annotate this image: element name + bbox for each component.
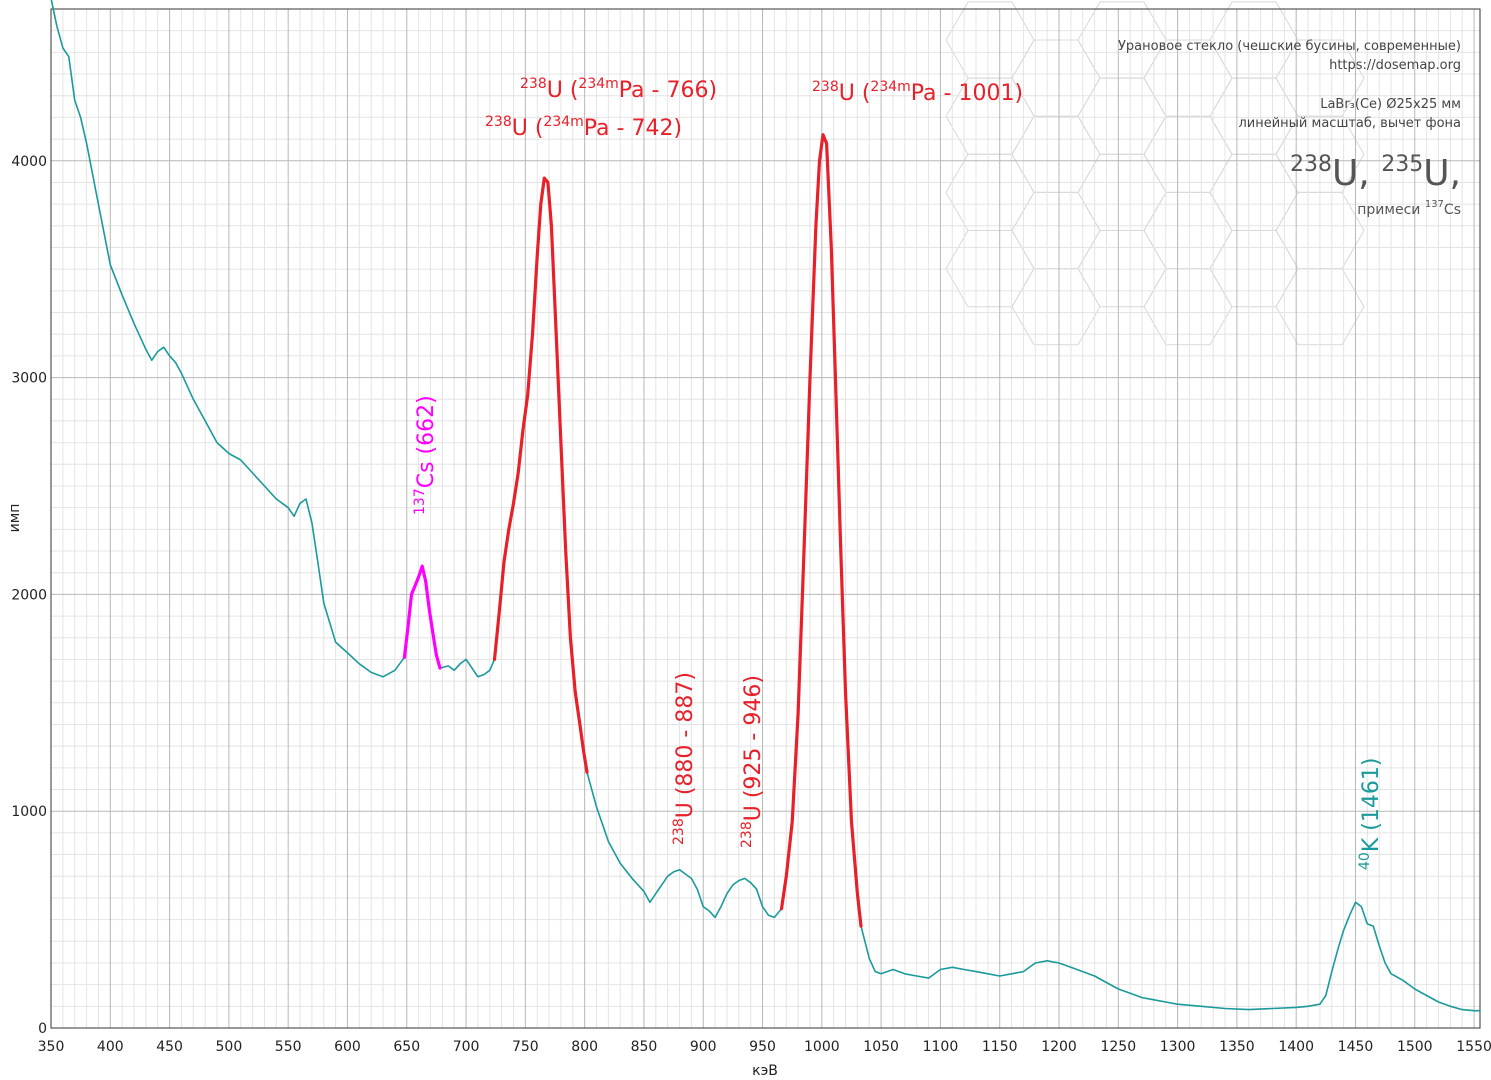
peak-annotations: 238U (234mPa - 766)238U (234mPa - 742)23…: [412, 76, 1384, 870]
x-tick-label: 850: [631, 1039, 658, 1055]
annotation-text: U (: [547, 78, 579, 103]
x-axis-label: кэВ: [752, 1063, 778, 1079]
y-axis-label: имп: [7, 504, 23, 533]
impurity-subtitle: примеси 137Cs: [1357, 199, 1461, 218]
y-tick-label: 0: [38, 1021, 47, 1037]
isotope-title-u238: U,: [1332, 153, 1381, 194]
y-tick-label: 4000: [11, 154, 47, 170]
isotope-title-u235: U,: [1423, 153, 1461, 194]
hexagon-cell: [1275, 268, 1365, 346]
plot-frame: [50, 8, 1481, 1029]
series-line: [779, 133, 863, 928]
x-tick-label: 1100: [923, 1039, 959, 1055]
annotation-superscript: 40: [1357, 852, 1373, 870]
peak-annotation: 238U (234mPa - 766): [520, 76, 717, 103]
x-tick-label: 650: [393, 1039, 420, 1055]
isotope-title: 238U, 235U,: [1290, 152, 1461, 194]
x-tick-label: 950: [749, 1039, 776, 1055]
x-tick-label: 800: [571, 1039, 598, 1055]
x-tick-label: 500: [216, 1039, 243, 1055]
x-tick-label: 1250: [1100, 1039, 1136, 1055]
x-tick-label: 450: [156, 1039, 183, 1055]
isotope-title-mass-238: 238: [1290, 152, 1332, 177]
info-line-detector: LaBr₃(Ce) Ø25x25 мм: [1320, 97, 1461, 112]
y-tick-labels: 0 1000 2000 3000 4000: [11, 154, 47, 1037]
info-block: Урановое стекло (чешские бусины, совреме…: [1118, 39, 1461, 218]
peak-annotation: 40K (1461): [1357, 758, 1384, 870]
x-tick-label: 900: [690, 1039, 717, 1055]
peak-annotation: 238U (234mPa - 1001): [812, 79, 1023, 106]
series-line: [586, 771, 783, 919]
annotation-text: Pa - 1001): [911, 81, 1023, 106]
x-tick-label: 1550: [1456, 1039, 1491, 1055]
x-tick-label: 1050: [863, 1039, 899, 1055]
info-line-url: https://dosemap.org: [1329, 58, 1461, 73]
annotation-superscript: 137: [412, 488, 428, 515]
series-line: [492, 176, 589, 774]
annotation-text: K (1461): [1359, 758, 1384, 853]
series-line: [439, 658, 496, 678]
annotation-text: Cs (662): [414, 395, 439, 488]
x-tick-label: 1300: [1160, 1039, 1196, 1055]
annotation-superscript: 234m: [578, 76, 618, 92]
annotation-text: U (: [512, 116, 544, 141]
annotation-superscript: 238: [485, 114, 512, 130]
annotation-superscript: 234m: [543, 114, 583, 130]
x-tick-label: 1200: [1041, 1039, 1077, 1055]
annotation-text: U (880 - 887): [673, 672, 698, 818]
x-tick-label: 1150: [982, 1039, 1018, 1055]
x-tick-label: 400: [97, 1039, 124, 1055]
x-tick-label: 350: [38, 1039, 65, 1055]
peak-annotation: 238U (234mPa - 742): [485, 114, 682, 141]
annotation-superscript: 238: [812, 79, 839, 95]
annotation-text: U (925 - 946): [741, 675, 766, 821]
isotope-title-mass-235: 235: [1381, 152, 1423, 177]
annotation-superscript: 238: [520, 76, 547, 92]
impurity-cs: Cs: [1444, 202, 1461, 218]
x-tick-label: 1000: [804, 1039, 840, 1055]
x-tick-label: 1500: [1397, 1039, 1433, 1055]
peak-annotation: 238U (925 - 946): [739, 675, 766, 848]
annotation-text: U (: [839, 81, 871, 106]
x-tick-labels: 350 400 450 500 550 600 650 700 750 800 850 900 950 1…: [38, 1039, 1491, 1055]
x-tick-label: 1400: [1278, 1039, 1314, 1055]
annotation-text: Pa - 766): [619, 78, 717, 103]
annotation-superscript: 234m: [870, 79, 910, 95]
spectrum-series: [50, 0, 1481, 1012]
y-tick-label: 2000: [11, 587, 47, 603]
annotation-text: Pa - 742): [584, 116, 682, 141]
peak-annotation: 238U (880 - 887): [671, 672, 698, 845]
annotation-superscript: 238: [739, 821, 755, 848]
x-tick-label: 1450: [1338, 1039, 1374, 1055]
x-tick-label: 600: [334, 1039, 361, 1055]
x-tick-label: 1350: [1219, 1039, 1255, 1055]
annotation-superscript: 238: [671, 818, 687, 845]
hexagon-watermark: [945, 1, 1365, 346]
peak-annotation: 137Cs (662): [412, 395, 439, 515]
y-tick-label: 1000: [11, 804, 47, 820]
x-tick-label: 750: [512, 1039, 539, 1055]
x-tick-label: 550: [275, 1039, 302, 1055]
info-line-scale: линейный масштаб, вычет фона: [1238, 116, 1461, 131]
y-tick-label: 3000: [11, 371, 47, 387]
series-line: [50, 0, 406, 678]
impurity-label: примеси: [1357, 202, 1425, 218]
x-tick-label: 700: [453, 1039, 480, 1055]
series-line: [860, 901, 1481, 1012]
minor-grid: [51, 8, 1480, 1028]
series-line: [402, 564, 442, 670]
impurity-mass-137: 137: [1425, 199, 1444, 210]
info-line-sample: Урановое стекло (чешские бусины, совреме…: [1118, 39, 1461, 54]
